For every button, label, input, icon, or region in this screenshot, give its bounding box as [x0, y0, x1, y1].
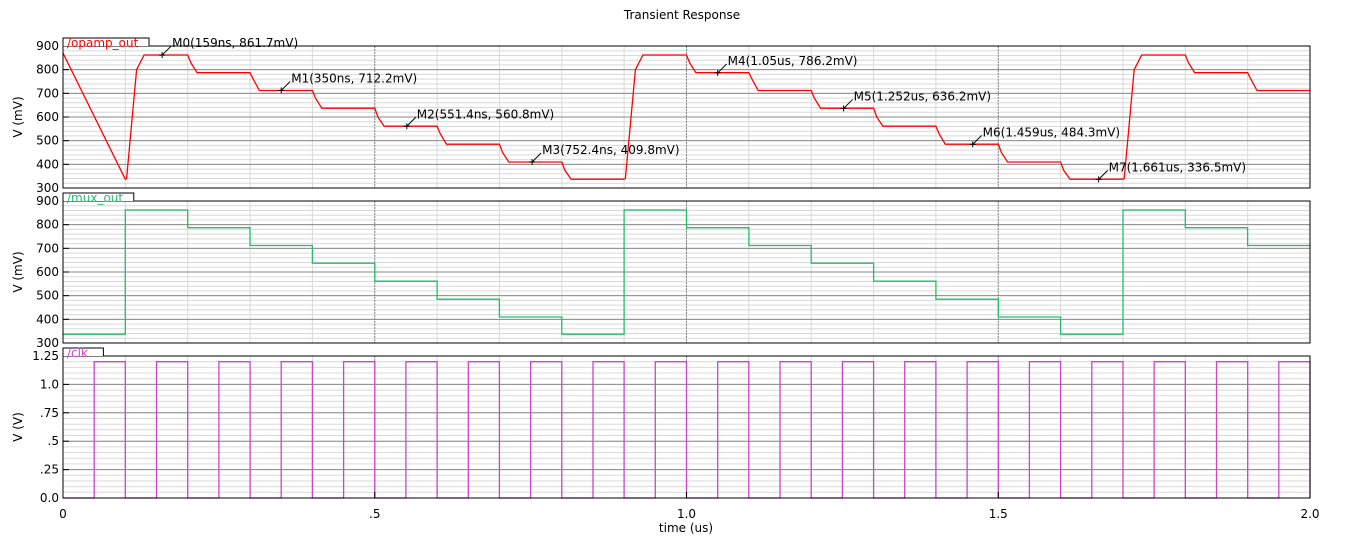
marker-leader: [161, 45, 172, 56]
y-tick-label: 500: [36, 289, 59, 303]
marker-label: M1(350ns, 712.2mV): [291, 71, 417, 85]
chart-title: Transient Response: [623, 8, 740, 22]
panel-opampout: 900 800 700 600 500 400 300 V (mV) M0(159ns, 861…: [11, 36, 1311, 195]
x-tick-label: 2.0: [1300, 507, 1319, 521]
legend-tab: [62, 37, 150, 46]
series-line: [62, 52, 1310, 181]
y-tick-label: 0.0: [40, 491, 59, 505]
marker-leader: [280, 81, 291, 91]
y-tick-label: 300: [36, 181, 59, 195]
y-tick-label: .5: [48, 434, 59, 448]
x-tick-label: 0: [59, 507, 67, 521]
marker-label: M3(752.4ns, 409.8mV): [542, 143, 679, 157]
y-tick-label: 500: [36, 134, 59, 148]
y-tick-label: 600: [36, 110, 59, 124]
y-axis-label: V (V): [11, 412, 25, 442]
marker-leader: [972, 135, 983, 145]
marker-label: M5(1.252us, 636.2mV): [854, 89, 991, 103]
marker-leader: [531, 152, 542, 163]
x-axis-label: time (us): [659, 521, 713, 535]
y-tick-label: 700: [36, 86, 59, 100]
y-tick-label: 600: [36, 265, 59, 279]
panel-muxout: 900 800 700 600 500 400 300 V (mV) /mux_out: [11, 191, 1311, 350]
y-tick-label: 400: [36, 157, 59, 171]
y-tick-label: 900: [36, 39, 59, 53]
series-line: [63, 361, 1311, 499]
y-tick-label: 400: [36, 312, 59, 326]
marker-leader: [843, 99, 853, 109]
x-tick-label: 1.0: [677, 507, 696, 521]
legend-label: /clk: [67, 346, 88, 360]
panel-frame: [62, 200, 1311, 344]
y-tick-label: 1.0: [40, 377, 59, 391]
marker-label: M7(1.661us, 336.5mV): [1109, 160, 1246, 174]
y-tick-label: 300: [36, 336, 59, 350]
y-tick-label: 700: [36, 241, 59, 255]
panel-frame: [62, 45, 1311, 189]
legend-label: /mux_out: [67, 191, 123, 205]
y-axis-label: V (mV): [11, 96, 25, 137]
y-tick-label: .75: [40, 406, 59, 420]
marker-leader: [717, 63, 728, 74]
marker-label: M4(1.05us, 786.2mV): [728, 54, 858, 68]
y-axis-label: V (mV): [11, 251, 25, 292]
marker-leader: [406, 116, 417, 127]
y-tick-label: .25: [40, 463, 59, 477]
marker-label: M0(159ns, 861.7mV): [172, 36, 298, 50]
series-line: [63, 209, 1310, 335]
legend-label: /opamp_out: [67, 36, 139, 50]
x-tick-label: 1.5: [989, 507, 1008, 521]
y-tick-label: 1.25: [32, 349, 59, 363]
y-tick-label: 800: [36, 63, 59, 77]
legend-tab: [62, 192, 135, 201]
y-tick-label: 800: [36, 218, 59, 232]
x-tick-label: .5: [369, 507, 380, 521]
marker-label: M2(551.4ns, 560.8mV): [417, 107, 554, 121]
marker-label: M6(1.459us, 484.3mV): [983, 125, 1120, 139]
marker-leader: [1098, 170, 1108, 180]
y-tick-label: 900: [36, 194, 59, 208]
legend-tab: [62, 347, 104, 356]
panel-clk: 1.25 1.0 .75 .5 .25 0.0 V (V) /clk: [11, 346, 1311, 505]
